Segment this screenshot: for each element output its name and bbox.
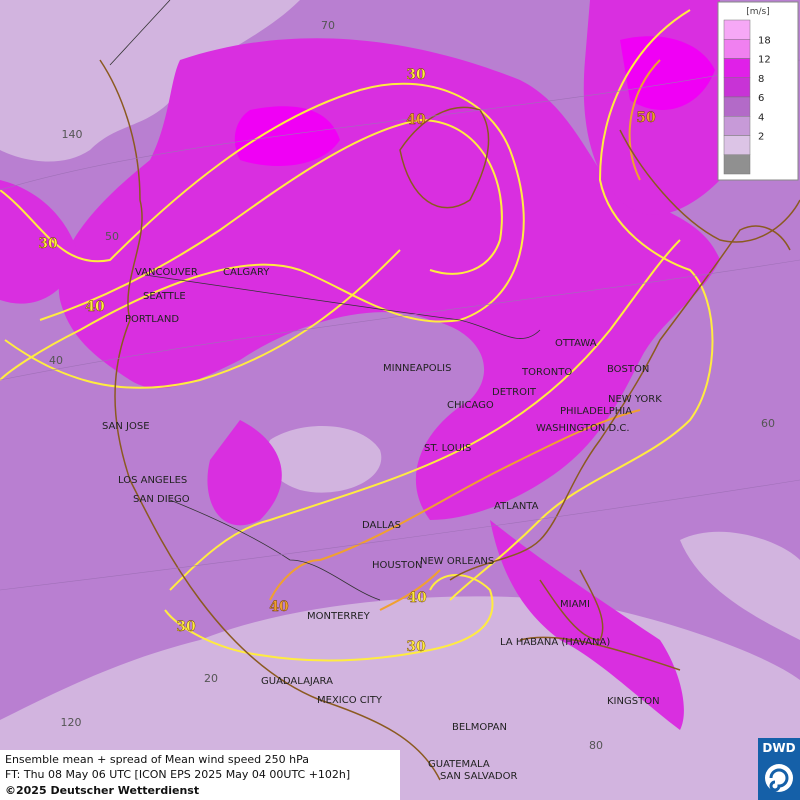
grid-label: 70 (321, 19, 335, 32)
grid-label: 80 (589, 739, 603, 752)
city-label: BELMOPAN (452, 722, 507, 733)
legend-tick-label: 6 (758, 93, 764, 104)
city-label: TORONTO (521, 367, 572, 378)
city-label: VANCOUVER (135, 267, 198, 278)
legend-swatch (723, 154, 751, 175)
legend-swatch (723, 96, 751, 117)
city-label: LOS ANGELES (118, 475, 187, 486)
contour-label: 40 (269, 599, 289, 615)
city-label: LA HABANA (HAVANA) (500, 637, 610, 648)
city-label: MIAMI (560, 599, 590, 610)
city-label: MEXICO CITY (317, 695, 383, 706)
legend-unit: [m/s] (746, 7, 770, 17)
contour-label: 40 (406, 112, 426, 128)
grid-label: 60 (761, 417, 775, 430)
contour-labels: 30 40 50 30 40 40 40 30 30 (38, 67, 656, 655)
field-max (234, 36, 715, 166)
caption-line: ©2025 Deutscher Wetterdienst (5, 784, 199, 797)
city-label: WASHINGTON D.C. (536, 423, 630, 434)
meridians (0, 59, 800, 591)
legend-tick-label: 8 (758, 74, 764, 85)
city-label: DALLAS (362, 520, 401, 531)
legend-swatch (723, 19, 751, 40)
logo-text: DWD (762, 741, 795, 755)
city-label: SEATTLE (143, 291, 186, 302)
city-label: NEW YORK (608, 394, 662, 405)
city-label: CHICAGO (447, 400, 494, 411)
city-label: OTTAWA (555, 338, 597, 349)
legend-swatch (723, 116, 751, 136)
legend: [m/s] 18 12 8 6 4 2 (717, 1, 799, 181)
city-label: DETROIT (492, 387, 537, 398)
city-label: MONTERREY (307, 611, 371, 622)
contour-label: 30 (38, 236, 58, 252)
legend-tick-label: 4 (758, 112, 764, 123)
contour-label: 30 (406, 67, 426, 83)
grid-label: 120 (61, 716, 82, 729)
grid-label: 40 (49, 354, 63, 367)
city-label: GUADALAJARA (261, 676, 333, 687)
contour-label: 40 (407, 590, 427, 606)
city-label: SAN JOSE (102, 421, 150, 432)
grid-label: 50 (105, 230, 119, 243)
legend-tick-label: 18 (758, 35, 771, 46)
city-label: GUATEMALA (428, 759, 490, 770)
caption-box (0, 750, 400, 800)
city-label: BOSTON (607, 364, 649, 375)
contour-label: 30 (176, 619, 196, 635)
city-label: PHILADELPHIA (560, 406, 632, 417)
city-label: PORTLAND (125, 314, 179, 325)
grid-label: 20 (204, 672, 218, 685)
city-label: SAN DIEGO (133, 494, 190, 505)
borders (99, 59, 800, 781)
caption-line: FT: Thu 08 May 06 UTC [ICON EPS 2025 May… (5, 768, 350, 781)
city-label: ST. LOUIS (424, 443, 471, 454)
caption: Ensemble mean + spread of Mean wind spee… (0, 750, 400, 800)
legend-swatch (723, 58, 751, 78)
city-label: KINGSTON (607, 696, 660, 707)
contour-label: 50 (636, 110, 656, 126)
city-label: CALGARY (223, 267, 270, 278)
city-label: NEW ORLEANS (420, 556, 494, 567)
city-label: ATLANTA (494, 501, 539, 512)
logo: DWD (758, 738, 800, 800)
city-label: SAN SALVADOR (440, 771, 517, 782)
contour-label: 30 (406, 639, 426, 655)
legend-swatch (723, 39, 751, 59)
legend-tick-label: 12 (758, 55, 771, 66)
legend-tick-label: 2 (758, 132, 764, 143)
logo-swirl (769, 768, 789, 792)
legend-scale: 18 12 8 6 4 2 (723, 19, 771, 175)
city-labels: VANCOUVER CALGARY SEATTLE PORTLAND MINNEAPOL… (102, 267, 662, 782)
legend-swatch (723, 77, 751, 98)
grid-labels: 70 140 50 40 60 20 120 80 (49, 19, 775, 752)
contour-label: 40 (85, 299, 105, 315)
caption-line: Ensemble mean + spread of Mean wind spee… (5, 753, 309, 766)
legend-swatch (723, 135, 751, 155)
city-label: HOUSTON (372, 560, 423, 571)
contours (0, 9, 714, 662)
city-label: MINNEAPOLIS (383, 363, 451, 374)
grid-label: 140 (62, 128, 83, 141)
